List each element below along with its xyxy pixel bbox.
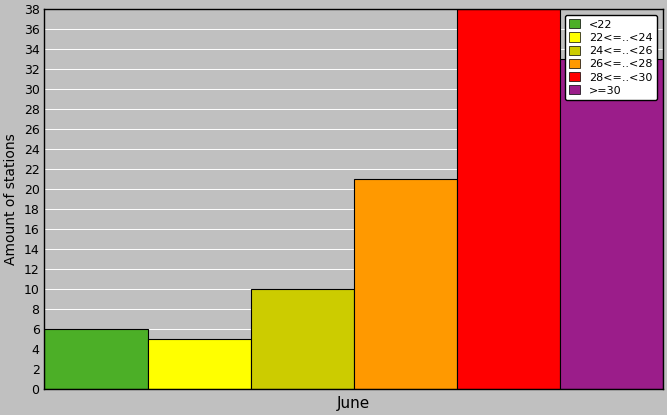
Bar xyxy=(560,59,663,389)
Bar xyxy=(251,289,354,389)
Bar xyxy=(354,179,457,389)
Bar xyxy=(457,9,560,389)
Bar xyxy=(45,329,147,389)
Y-axis label: Amount of stations: Amount of stations xyxy=(4,133,18,265)
Bar xyxy=(147,339,251,389)
Legend: <22, 22<=..<24, 24<=..<26, 26<=..<28, 28<=..<30, >=30: <22, 22<=..<24, 24<=..<26, 26<=..<28, 28… xyxy=(565,15,657,100)
